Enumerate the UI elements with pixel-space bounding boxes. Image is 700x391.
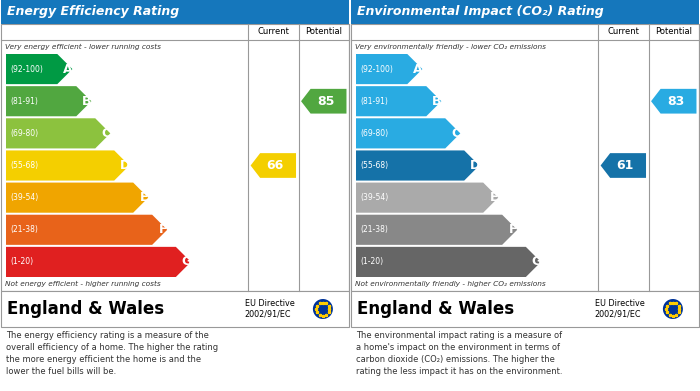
Text: E: E <box>139 191 148 204</box>
Text: 83: 83 <box>667 95 685 108</box>
Text: EU Directive
2002/91/EC: EU Directive 2002/91/EC <box>594 299 644 319</box>
Polygon shape <box>6 215 167 245</box>
Bar <box>1 24 349 291</box>
Text: A: A <box>63 63 73 75</box>
Bar <box>1 291 349 327</box>
Polygon shape <box>601 153 646 178</box>
Text: Not energy efficient - higher running costs: Not energy efficient - higher running co… <box>5 281 161 287</box>
Text: D: D <box>120 159 130 172</box>
Text: 61: 61 <box>617 159 634 172</box>
Text: (21-38): (21-38) <box>360 225 388 234</box>
Text: C: C <box>102 127 111 140</box>
Text: G: G <box>531 255 542 269</box>
Text: Current: Current <box>258 27 289 36</box>
Text: (1-20): (1-20) <box>10 257 33 266</box>
Polygon shape <box>356 86 441 116</box>
Polygon shape <box>651 89 696 113</box>
Text: Environmental Impact (CO₂) Rating: Environmental Impact (CO₂) Rating <box>357 5 603 18</box>
Text: 85: 85 <box>317 95 335 108</box>
Text: (81-91): (81-91) <box>360 97 388 106</box>
Polygon shape <box>356 215 517 245</box>
Text: B: B <box>432 95 442 108</box>
Bar <box>351 291 699 327</box>
Text: D: D <box>470 159 480 172</box>
Bar <box>351 24 699 291</box>
Text: (55-68): (55-68) <box>360 161 388 170</box>
Text: Very energy efficient - lower running costs: Very energy efficient - lower running co… <box>5 44 161 50</box>
Text: B: B <box>82 95 92 108</box>
Polygon shape <box>6 183 148 213</box>
Polygon shape <box>301 89 346 113</box>
Text: (69-80): (69-80) <box>10 129 38 138</box>
Text: (39-54): (39-54) <box>360 193 389 202</box>
Bar <box>1 0 349 24</box>
Text: (39-54): (39-54) <box>10 193 38 202</box>
Text: A: A <box>413 63 423 75</box>
Text: Very environmentally friendly - lower CO₂ emissions: Very environmentally friendly - lower CO… <box>355 44 546 50</box>
Text: England & Wales: England & Wales <box>7 300 164 318</box>
Text: F: F <box>508 223 517 236</box>
Polygon shape <box>6 247 191 277</box>
Polygon shape <box>6 151 130 181</box>
Text: The environmental impact rating is a measure of
a home's impact on the environme: The environmental impact rating is a mea… <box>356 331 563 377</box>
Text: Energy Efficiency Rating: Energy Efficiency Rating <box>7 5 179 18</box>
Text: England & Wales: England & Wales <box>357 300 514 318</box>
Polygon shape <box>6 118 111 149</box>
Text: (21-38): (21-38) <box>10 225 38 234</box>
Text: Potential: Potential <box>305 27 342 36</box>
Text: 66: 66 <box>267 159 284 172</box>
Text: EU Directive
2002/91/EC: EU Directive 2002/91/EC <box>244 299 295 319</box>
Polygon shape <box>251 153 296 178</box>
Polygon shape <box>356 247 541 277</box>
Text: F: F <box>158 223 167 236</box>
Text: (55-68): (55-68) <box>10 161 38 170</box>
Text: (92-100): (92-100) <box>360 65 393 74</box>
Polygon shape <box>356 118 461 149</box>
Polygon shape <box>6 86 91 116</box>
Text: E: E <box>489 191 498 204</box>
Text: The energy efficiency rating is a measure of the
overall efficiency of a home. T: The energy efficiency rating is a measur… <box>6 331 218 377</box>
Text: (1-20): (1-20) <box>360 257 383 266</box>
Circle shape <box>663 299 683 319</box>
Polygon shape <box>6 54 72 84</box>
Polygon shape <box>356 151 480 181</box>
Text: (81-91): (81-91) <box>10 97 38 106</box>
Text: G: G <box>181 255 192 269</box>
Text: C: C <box>452 127 461 140</box>
Text: Current: Current <box>608 27 639 36</box>
Text: (69-80): (69-80) <box>360 129 388 138</box>
Text: Potential: Potential <box>655 27 692 36</box>
Circle shape <box>313 299 333 319</box>
Polygon shape <box>356 54 422 84</box>
Text: Not environmentally friendly - higher CO₂ emissions: Not environmentally friendly - higher CO… <box>355 281 546 287</box>
Bar <box>351 0 699 24</box>
Polygon shape <box>356 183 498 213</box>
Text: (92-100): (92-100) <box>10 65 43 74</box>
